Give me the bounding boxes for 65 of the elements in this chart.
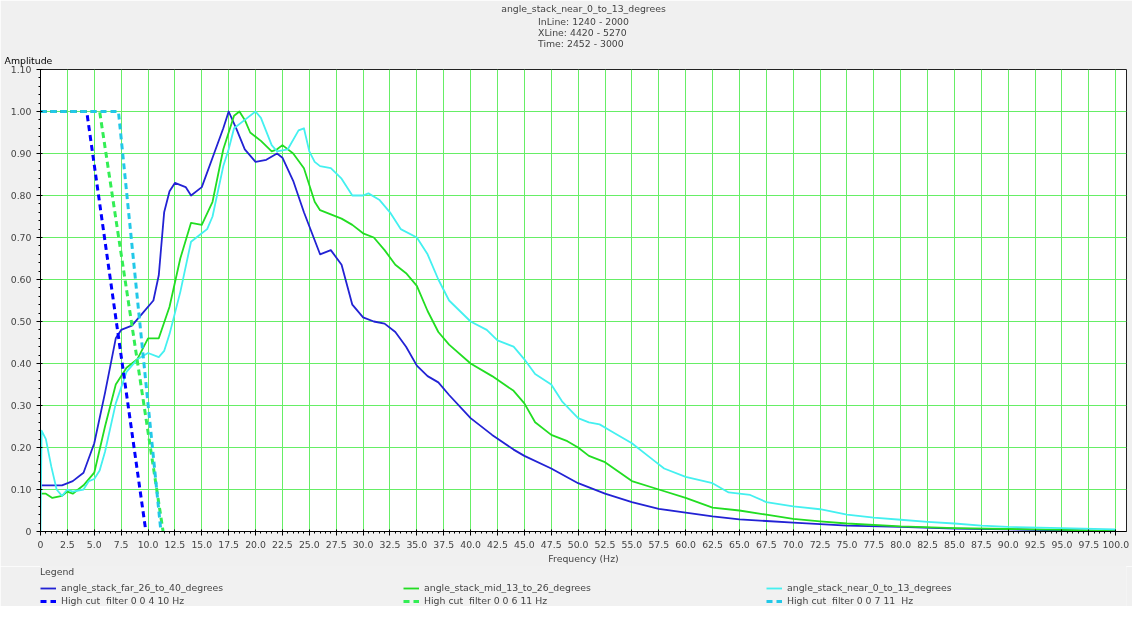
x-tick-label: 77.5	[863, 538, 885, 550]
y-tick-label: 0.10	[10, 484, 32, 495]
x-tick-label: 20.0	[245, 538, 266, 550]
x-tick-label: 72.5	[809, 538, 831, 550]
x-tick-label: 57.5	[648, 538, 670, 550]
x-tick-label: 97.5	[1078, 538, 1100, 550]
y-tick-label: 0	[25, 526, 32, 537]
x-tick-label: 25.0	[298, 538, 320, 550]
x-tick-label: 62.5	[702, 538, 723, 550]
y-tick-label: 0.20	[10, 442, 32, 453]
x-tick-label: 27.5	[325, 538, 347, 550]
x-tick-label: 40.0	[460, 538, 482, 550]
x-tick-label: 87.5	[970, 538, 992, 550]
x-tick-label: 0	[37, 538, 44, 550]
x-tick-label: 17.5	[218, 538, 240, 550]
y-tick-label: 0.70	[10, 232, 32, 243]
legend-label: High cut filter 0 0 6 11 Hz	[424, 595, 549, 606]
legend-label: angle_stack_far_26_to_40_degrees	[61, 582, 225, 593]
x-tick-label: 22.5	[272, 538, 293, 550]
y-tick-label: 0.40	[10, 358, 32, 369]
legend-label: High cut filter 0 0 4 10 Hz	[61, 595, 186, 606]
y-tick-label: 0.80	[10, 190, 32, 201]
x-tick-label: 100.0	[1102, 538, 1130, 550]
y-tick-label: 0.90	[10, 148, 32, 159]
x-tick-label: 37.5	[433, 538, 455, 550]
x-tick-label: 70.0	[782, 538, 804, 550]
x-tick-label: 30.0	[352, 538, 374, 550]
x-tick-label: 7.5	[113, 538, 129, 550]
x-tick-label: 55.0	[621, 538, 643, 550]
x-tick-label: 67.5	[755, 538, 777, 550]
y-tick-label: 1.00	[10, 106, 32, 117]
x-tick-label: 15.0	[191, 538, 213, 550]
x-tick-label: 12.5	[164, 538, 186, 550]
legend-label: angle_stack_mid_13_to_26_degrees	[424, 582, 592, 593]
y-tick-label: 0.50	[10, 316, 32, 327]
x-tick-label: 95.0	[1051, 538, 1073, 550]
x-tick-label: 60.0	[675, 538, 697, 550]
legend-title: Legend	[40, 566, 76, 577]
y-axis-title: Amplitude	[4, 54, 53, 66]
x-tick-label: 32.5	[379, 538, 401, 550]
line-series	[40, 110, 1117, 532]
x-tick-label: 50.0	[567, 538, 589, 550]
x-tick-label: 35.0	[406, 538, 428, 550]
x-tick-label: 90.0	[997, 538, 1019, 550]
x-tick-label: 80.0	[890, 538, 912, 550]
x-tick-label: 47.5	[540, 538, 562, 550]
y-tick-label: 1.10	[10, 64, 32, 75]
x-tick-label: 85.0	[944, 538, 965, 550]
x-tick-label: 5.0	[86, 538, 102, 550]
legend-label: High cut filter 0 0 7 11 Hz	[787, 595, 915, 606]
x-tick-label: 42.5	[487, 538, 508, 550]
x-tick-label: 65.0	[729, 538, 750, 550]
x-tick-label: 92.5	[1024, 538, 1046, 550]
y-tick-label: 0.60	[10, 274, 32, 285]
x-axis-title: Frequency (Hz)	[548, 552, 619, 564]
x-tick-label: 75.0	[836, 538, 858, 550]
y-tick-label: 0.30	[10, 400, 32, 411]
legend-label: angle_stack_near_0_to_13_degrees	[787, 582, 953, 593]
x-tick-label: 2.5	[59, 538, 75, 550]
x-tick-label: 52.5	[594, 538, 616, 550]
chart-subtitle: InLine: 1240 - 2000 XLine: 4420 - 5270 Time: 2452 - 3000	[537, 15, 630, 49]
x-tick-label: 45.0	[513, 538, 535, 550]
x-tick-label: 10.0	[137, 538, 159, 550]
chart-title: angle_stack_near_0_to_13_degrees	[501, 2, 666, 14]
x-tick-label: 82.5	[917, 538, 939, 550]
